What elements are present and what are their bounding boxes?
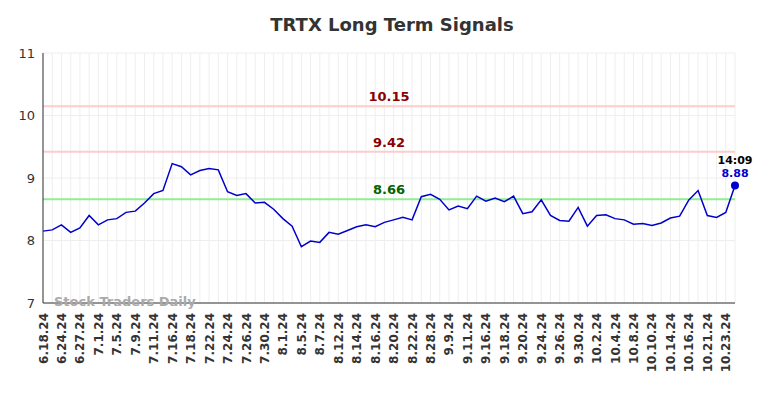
svg-text:7.9.24: 7.9.24 (129, 313, 143, 356)
html-text:Stock Traders Daily: Stock Traders Daily (54, 294, 196, 309)
svg-text:8.28.24: 8.28.24 (424, 313, 438, 364)
svg-text:7: 7 (27, 296, 35, 311)
svg-text:10.15: 10.15 (368, 89, 409, 104)
svg-text:10.16.24: 10.16.24 (682, 313, 696, 372)
svg-text:10.21.24: 10.21.24 (701, 313, 715, 372)
svg-text:10.2.24: 10.2.24 (590, 313, 604, 364)
svg-text:7.30.24: 7.30.24 (258, 313, 272, 364)
svg-text:8.5.24: 8.5.24 (295, 313, 309, 356)
svg-text:7.1.24: 7.1.24 (92, 313, 106, 356)
svg-text:8.12.24: 8.12.24 (332, 313, 346, 364)
svg-text:10.14.24: 10.14.24 (664, 313, 678, 372)
html-text:TRTX Long Term Signals: TRTX Long Term Signals (270, 14, 514, 35)
svg-text:8.22.24: 8.22.24 (406, 313, 420, 364)
svg-text:14:09: 14:09 (717, 154, 752, 167)
svg-text:8.7.24: 8.7.24 (313, 313, 327, 356)
svg-text:8: 8 (27, 233, 35, 248)
svg-text:10: 10 (18, 108, 35, 123)
svg-text:7.26.24: 7.26.24 (240, 313, 254, 364)
svg-text:9.18.24: 9.18.24 (498, 313, 512, 364)
svg-text:9.9.24: 9.9.24 (442, 313, 456, 356)
svg-text:9.42: 9.42 (373, 135, 405, 150)
svg-text:10.10.24: 10.10.24 (645, 313, 659, 372)
svg-text:9.26.24: 9.26.24 (553, 313, 567, 364)
svg-text:6.18.24: 6.18.24 (37, 313, 51, 364)
svg-text:6.27.24: 6.27.24 (73, 313, 87, 364)
svg-text:8.14.24: 8.14.24 (350, 313, 364, 364)
svg-text:7.18.24: 7.18.24 (184, 313, 198, 364)
svg-text:8.88: 8.88 (721, 167, 748, 180)
svg-text:10.23.24: 10.23.24 (719, 313, 733, 372)
svg-text:7.22.24: 7.22.24 (203, 313, 217, 364)
svg-text:9.24.24: 9.24.24 (535, 313, 549, 364)
svg-text:9.20.24: 9.20.24 (516, 313, 530, 364)
svg-text:9: 9 (27, 171, 35, 186)
svg-text:9.11.24: 9.11.24 (461, 313, 475, 364)
svg-text:8.1.24: 8.1.24 (276, 313, 290, 356)
svg-text:8.16.24: 8.16.24 (369, 313, 383, 364)
svg-text:8.20.24: 8.20.24 (387, 313, 401, 364)
svg-text:7.24.24: 7.24.24 (221, 313, 235, 364)
svg-text:6.24.24: 6.24.24 (55, 313, 69, 364)
svg-text:9.30.24: 9.30.24 (572, 313, 586, 364)
svg-text:7.16.24: 7.16.24 (166, 313, 180, 364)
svg-text:10.8.24: 10.8.24 (627, 313, 641, 364)
svg-text:11: 11 (18, 46, 35, 61)
svg-text:7.11.24: 7.11.24 (147, 313, 161, 364)
svg-text:7.5.24: 7.5.24 (110, 313, 124, 356)
svg-text:10.4.24: 10.4.24 (609, 313, 623, 364)
svg-text:9.16.24: 9.16.24 (479, 313, 493, 364)
svg-text:8.66: 8.66 (373, 182, 405, 197)
